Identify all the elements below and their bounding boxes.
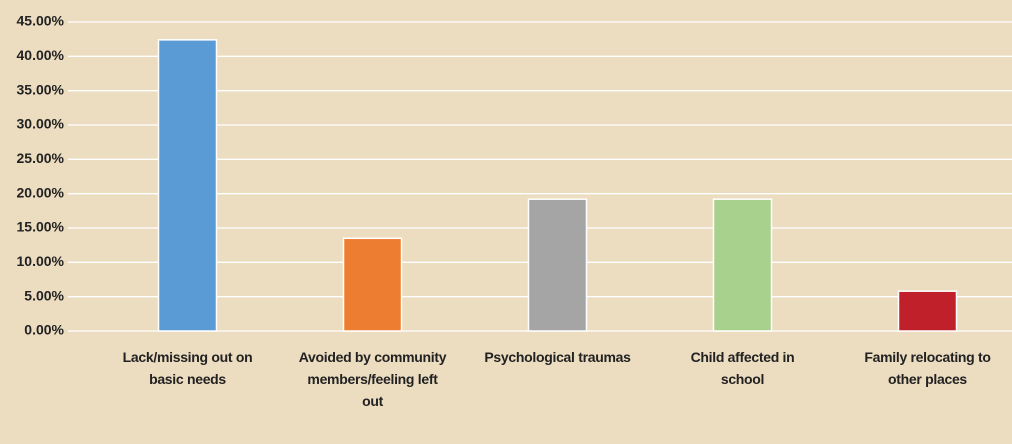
bar bbox=[342, 237, 403, 332]
bar bbox=[157, 39, 218, 332]
x-tick-label: Child affected in school bbox=[690, 349, 795, 387]
y-tick-label: 10.00% bbox=[17, 253, 65, 269]
y-tick-label: 35.00% bbox=[17, 81, 65, 97]
x-tick-label: Psychological traumas bbox=[484, 349, 631, 365]
x-tick-label: Avoided by community members/feeling lef… bbox=[298, 349, 447, 409]
y-tick-label: 40.00% bbox=[17, 47, 65, 63]
y-tick-label: 20.00% bbox=[17, 184, 65, 200]
x-tick-label: Lack/missing out on basic needs bbox=[122, 349, 253, 387]
bar bbox=[897, 290, 958, 332]
y-tick-label: 30.00% bbox=[17, 116, 65, 132]
bar bbox=[712, 198, 773, 332]
bar bbox=[527, 198, 588, 332]
y-tick-label: 15.00% bbox=[17, 219, 65, 235]
y-tick-label: 45.00% bbox=[17, 13, 65, 29]
y-tick-label: 25.00% bbox=[17, 150, 65, 166]
x-tick-label: Family relocating to other places bbox=[864, 349, 991, 387]
y-tick-label: 5.00% bbox=[24, 287, 64, 303]
y-tick-label: 0.00% bbox=[24, 322, 64, 338]
